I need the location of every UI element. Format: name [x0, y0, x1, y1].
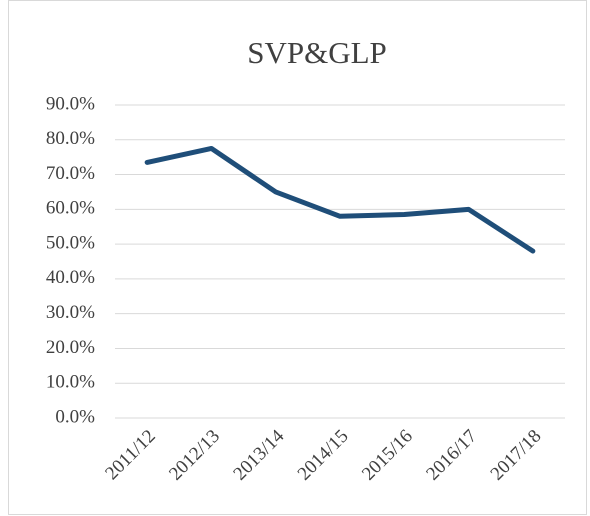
y-tick-label: 0.0%: [55, 406, 95, 427]
y-tick-label: 80.0%: [46, 128, 95, 149]
y-tick-label: 40.0%: [46, 267, 95, 288]
y-tick-label: 70.0%: [46, 163, 95, 184]
y-tick-label: 90.0%: [46, 93, 95, 114]
y-tick-label: 20.0%: [46, 337, 95, 358]
chart-title: SVP&GLP: [247, 35, 387, 70]
y-tick-label: 50.0%: [46, 232, 95, 253]
y-tick-label: 30.0%: [46, 302, 95, 323]
y-tick-label: 60.0%: [46, 198, 95, 219]
line-series: [144, 145, 536, 254]
chart-border: [8, 0, 587, 515]
y-tick-label: 10.0%: [46, 372, 95, 393]
